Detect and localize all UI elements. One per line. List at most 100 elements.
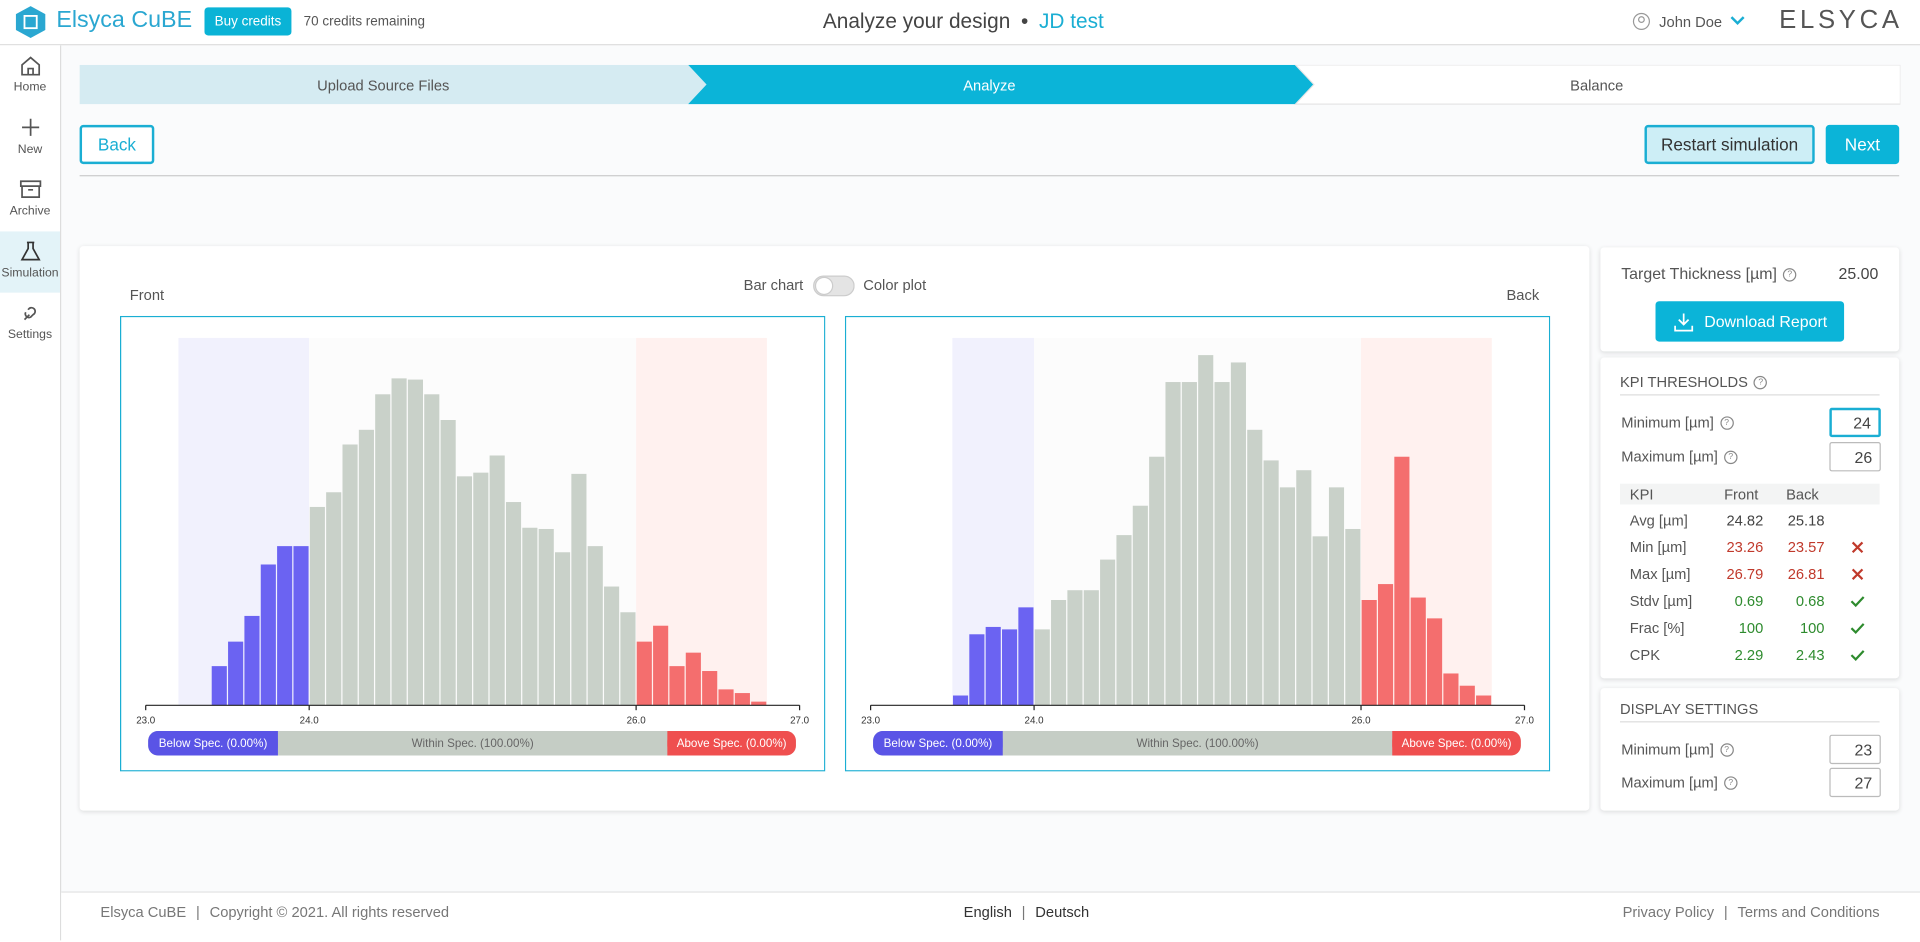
display-max-input[interactable]: 27 <box>1829 767 1881 798</box>
status-path <box>1851 541 1864 554</box>
bar <box>1476 695 1492 706</box>
x-tick-label: 24.0 <box>300 716 320 727</box>
status-path <box>1851 568 1864 580</box>
kpi-cell: Stdv [µm] <box>1629 592 1693 610</box>
bar <box>440 420 456 706</box>
bar <box>571 473 587 706</box>
bar <box>702 671 718 706</box>
link[interactable]: Terms and Conditions <box>1737 903 1880 921</box>
bar <box>1394 456 1410 706</box>
label: Target Thickness [µm] <box>1621 264 1777 283</box>
status-fail <box>1851 568 1864 580</box>
spec-segment <box>873 731 1003 756</box>
display-max-label: Maximum [µm]? <box>1621 774 1738 791</box>
brand: Elsyca CuBE <box>100 903 187 921</box>
bar <box>1296 470 1312 706</box>
nav-label[interactable]: Settings <box>7 328 53 342</box>
bar <box>1443 673 1459 706</box>
toggle-right[interactable]: Color plot <box>863 276 927 294</box>
bar <box>1067 590 1083 706</box>
bar <box>952 695 969 706</box>
bar <box>669 666 685 706</box>
step[interactable]: Upload Source Files <box>317 79 449 95</box>
nav-icon[interactable] <box>17 176 44 200</box>
kpi-cell: 25.18 <box>1787 511 1825 529</box>
toggle[interactable] <box>813 275 855 297</box>
bar <box>424 394 440 706</box>
icon-path <box>22 118 40 136</box>
min-input[interactable]: 24 <box>1829 407 1881 438</box>
toggle-left[interactable]: Bar chart <box>743 276 804 294</box>
bar <box>1230 362 1246 706</box>
step[interactable]: Analyze <box>963 79 1015 95</box>
spec-segment-join <box>1392 731 1405 756</box>
bar <box>1018 607 1034 706</box>
bar <box>1377 584 1394 706</box>
link[interactable]: Privacy Policy <box>1622 903 1715 921</box>
label: Maximum [µm] <box>1621 448 1718 466</box>
bar <box>604 586 620 706</box>
lang[interactable]: Deutsch <box>1035 903 1090 921</box>
bar <box>375 394 391 706</box>
bar <box>1214 382 1230 706</box>
chevron[interactable] <box>1729 15 1746 27</box>
buy-credits[interactable]: Buy credits <box>204 7 292 36</box>
bar <box>326 492 342 706</box>
bar <box>522 527 538 706</box>
bar <box>1361 600 1377 706</box>
display-min-label: Minimum [µm]? <box>1621 741 1734 758</box>
chart: 23.0 24.0 26.0 27.0 Below Spec. (0.00%) Withi… <box>120 315 826 772</box>
nav-label[interactable]: Home <box>13 80 47 95</box>
kpi-cell: 100 <box>1738 619 1764 637</box>
chart-title: Back <box>1506 286 1540 304</box>
kpi-cell: Frac [%] <box>1629 619 1685 637</box>
bar <box>244 615 260 706</box>
status-path <box>1850 623 1865 635</box>
bar <box>555 552 571 706</box>
kpi-cell: Min [µm] <box>1629 538 1687 556</box>
nav-icon[interactable] <box>17 53 44 77</box>
min-label: Minimum [µm]? <box>1621 413 1734 432</box>
label: Minimum [µm] <box>1621 413 1714 432</box>
spec-label: Above Spec. (0.00%) <box>677 737 787 750</box>
max-input[interactable]: 26 <box>1829 442 1881 472</box>
next-button[interactable]: Next <box>1825 124 1900 165</box>
spec-label: Within Spec. (100.00%) <box>412 737 534 750</box>
kpi-header-bg <box>1620 483 1880 505</box>
bar <box>1328 487 1345 706</box>
restart-button[interactable]: Restart simulation <box>1644 124 1815 165</box>
step[interactable]: Balance <box>1570 79 1623 95</box>
bar <box>1263 460 1279 706</box>
bar <box>407 379 424 706</box>
display-min-input[interactable]: 23 <box>1829 734 1881 765</box>
x-tick-label: 23.0 <box>861 716 881 727</box>
bar <box>1083 590 1099 706</box>
within-zone <box>1034 337 1362 706</box>
lang[interactable]: English <box>963 903 1012 921</box>
back-button[interactable]: Back <box>79 124 155 165</box>
nav-icon[interactable] <box>17 114 44 138</box>
links: Privacy Policy | Terms and Conditions <box>1622 903 1880 921</box>
bar <box>1345 528 1361 706</box>
bar <box>293 546 309 706</box>
status-path <box>1850 650 1865 661</box>
download-button[interactable]: Download Report <box>1655 301 1845 342</box>
bar <box>1051 600 1067 706</box>
nav-label[interactable]: Archive <box>9 204 51 218</box>
bar <box>211 666 227 706</box>
user-name[interactable]: John Doe <box>1659 13 1723 31</box>
spec-label: Above Spec. (0.00%) <box>1402 737 1512 750</box>
dot: • <box>1021 9 1029 34</box>
bar <box>505 502 522 706</box>
x-tick-label: 26.0 <box>627 716 647 727</box>
nav-label[interactable]: New <box>17 142 43 157</box>
bar <box>969 634 985 706</box>
spec-segment <box>277 731 668 756</box>
bar <box>342 444 358 706</box>
nav-label[interactable]: Simulation <box>1 266 59 280</box>
bar <box>685 652 701 706</box>
bar <box>1100 559 1116 706</box>
nav-icon[interactable] <box>17 300 44 324</box>
nav-icon[interactable] <box>17 238 44 262</box>
bar <box>985 626 1001 706</box>
